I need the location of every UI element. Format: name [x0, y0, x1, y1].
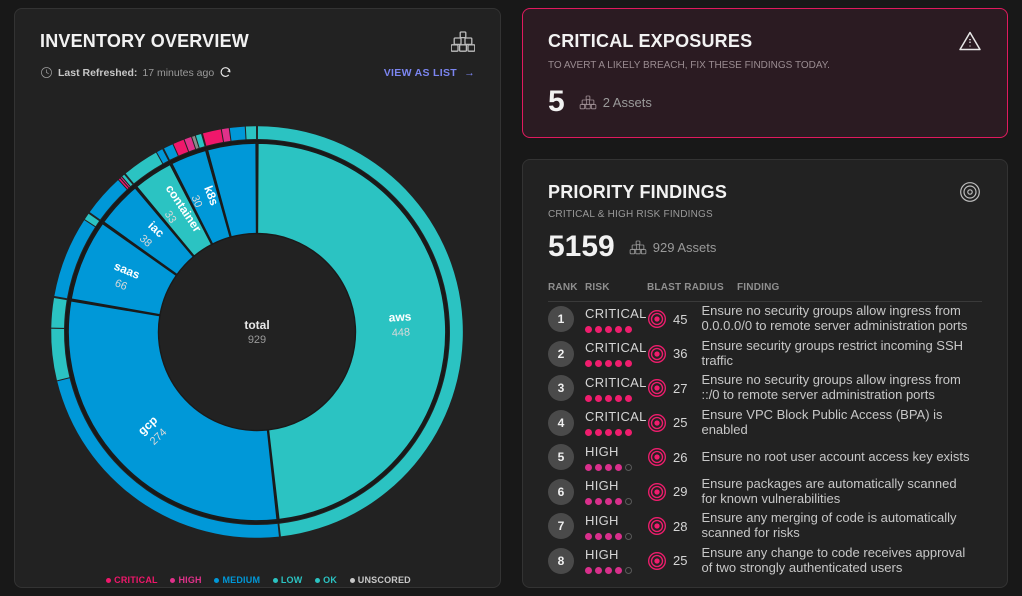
svg-text:aws: aws — [388, 309, 412, 324]
svg-text:448: 448 — [391, 326, 410, 339]
